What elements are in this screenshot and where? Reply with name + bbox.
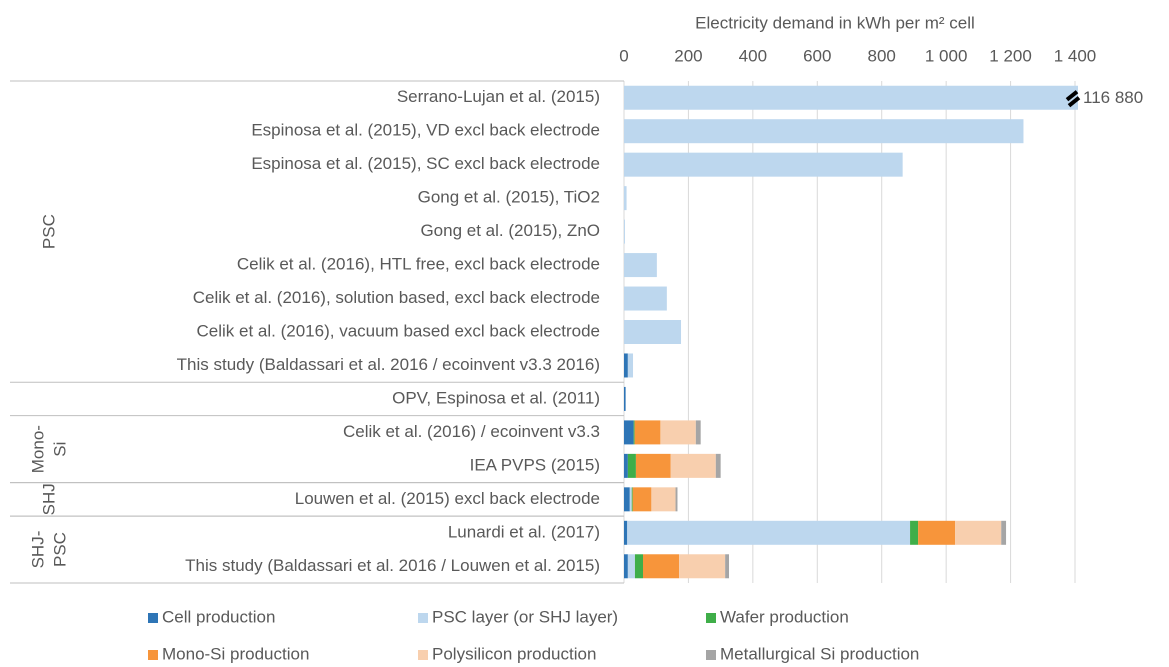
y-tick-label: This study (Baldassari et al. 2016 / eco…	[177, 355, 600, 374]
x-tick-label: 1 200	[989, 46, 1032, 65]
y-tick-label: Gong et al. (2015), TiO2	[418, 188, 600, 207]
y-tick-label: Celik et al. (2016), vacuum based excl b…	[197, 321, 600, 340]
x-tick-label: 0	[619, 46, 628, 65]
bar-segment	[634, 420, 661, 445]
x-tick-label: 600	[803, 46, 831, 65]
bar-segment	[627, 353, 634, 378]
axis-break	[1067, 96, 1081, 108]
y-tick-label: Celik et al. (2016), solution based, exc…	[193, 288, 600, 307]
y-tick-label: Espinosa et al. (2015), SC excl back ele…	[251, 154, 600, 173]
legend-swatch	[706, 650, 716, 660]
group-label: SHJ-	[28, 531, 47, 569]
bar-segment	[624, 152, 903, 177]
legend-label: PSC layer (or SHJ layer)	[432, 607, 618, 626]
bar-segment	[675, 487, 678, 512]
axis-break	[1065, 90, 1079, 102]
bar-segment	[624, 286, 667, 311]
bar-segment	[624, 186, 627, 211]
bar-segment	[629, 487, 632, 512]
y-tick-label: Serrano-Lujan et al. (2015)	[397, 87, 600, 106]
bar-segment	[910, 520, 919, 545]
bar-segment	[679, 554, 726, 579]
bar-segment	[631, 487, 633, 512]
y-tick-label: Gong et al. (2015), ZnO	[420, 221, 600, 240]
bar-segment	[651, 487, 676, 512]
bar-segment	[634, 554, 644, 579]
group-label: PSC	[39, 214, 58, 249]
legend-label: Cell production	[162, 607, 275, 626]
value-label: 116 880	[1083, 88, 1143, 107]
x-tick-label: 1 400	[1054, 46, 1097, 65]
x-tick-label: 200	[674, 46, 702, 65]
bar-segment	[670, 453, 716, 478]
y-tick-label: This study (Baldassari et al. 2016 / Lou…	[185, 556, 600, 575]
legend-swatch	[706, 613, 716, 623]
x-tick-label: 1 000	[925, 46, 968, 65]
bar-segment	[624, 353, 628, 378]
x-axis-title: Electricity demand in kWh per m² cell	[695, 13, 975, 32]
bar-segment	[624, 453, 628, 478]
legend-swatch	[148, 650, 158, 660]
group-label: PSC	[50, 532, 69, 567]
y-tick-label: Celik et al. (2016) / ecoinvent v3.3	[343, 422, 600, 441]
bar-segment	[624, 119, 1024, 144]
bar-segment	[715, 453, 721, 478]
bar-segment	[633, 420, 635, 445]
bar-segment	[635, 453, 671, 478]
y-tick-label: Espinosa et al. (2015), VD excl back ele…	[251, 121, 600, 140]
bars	[624, 85, 1078, 579]
bar-segment	[695, 420, 701, 445]
legend-swatch	[418, 650, 428, 660]
bar-segment	[918, 520, 956, 545]
x-tick-label: 800	[868, 46, 896, 65]
bar-segment	[624, 554, 628, 579]
x-tick-label: 400	[739, 46, 767, 65]
legend-label: Mono-Si production	[162, 644, 309, 663]
bar-segment	[624, 219, 625, 244]
bar-segment	[725, 554, 730, 579]
bar-segment	[660, 420, 696, 445]
bar-segment	[1001, 520, 1007, 545]
legend-label: Wafer production	[720, 607, 849, 626]
bar-segment	[624, 520, 628, 545]
bar-segment	[624, 386, 626, 411]
legend-swatch	[418, 613, 428, 623]
legend-label: Metallurgical Si production	[720, 644, 919, 663]
y-tick-label: Lunardi et al. (2017)	[448, 522, 600, 541]
bar-segment	[955, 520, 1002, 545]
group-label: Si	[50, 442, 69, 457]
legend-label: Polysilicon production	[432, 644, 596, 663]
y-tick-label: OPV, Espinosa et al. (2011)	[392, 388, 600, 407]
bar-segment	[624, 420, 634, 445]
legend-swatch	[148, 613, 158, 623]
bar-segment	[624, 487, 630, 512]
y-tick-label: Louwen et al. (2015) excl back electrode	[295, 489, 600, 508]
bar-segment	[624, 253, 657, 278]
bar-segment	[627, 520, 911, 545]
bar-segment	[643, 554, 680, 579]
bar-segment	[624, 85, 1078, 110]
bar-segment	[627, 453, 636, 478]
group-label: Mono-	[28, 425, 47, 473]
group-label: SHJ	[39, 483, 58, 515]
bar-segment	[627, 554, 635, 579]
bar-segment	[624, 320, 682, 344]
bar-segment	[632, 487, 652, 512]
y-tick-label: Celik et al. (2016), HTL free, excl back…	[237, 255, 600, 274]
y-tick-label: IEA PVPS (2015)	[470, 455, 600, 474]
